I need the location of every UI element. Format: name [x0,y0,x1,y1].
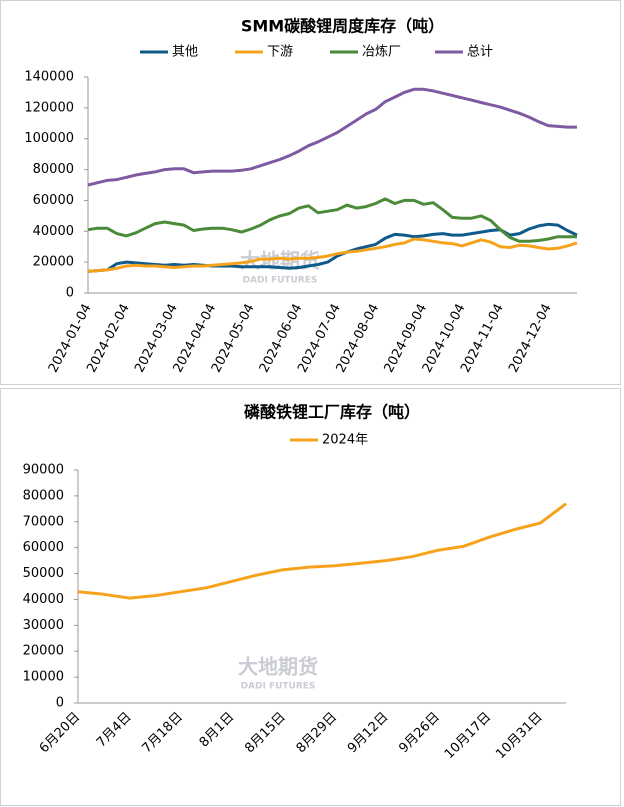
x-tick-label: 2024-12-04 [506,301,555,375]
legend-label: 总计 [467,45,493,60]
watermark: 大地期货 [238,655,318,679]
x-tick-label: 8月15日 [242,710,289,757]
series-line [87,237,578,273]
y-tick-label: 20000 [33,255,74,270]
series-line [77,502,567,600]
x-tick-label: 7月4日 [94,710,135,751]
watermark-sub: DADI FUTURES [241,682,316,692]
y-tick-label: 80000 [33,162,74,177]
x-tick-label: 8月1日 [197,710,238,751]
x-tick-label: 8月29日 [294,710,341,757]
y-tick-label: 50000 [23,566,64,581]
y-tick-label: 30000 [23,618,64,633]
y-tick-label: 40000 [33,224,74,239]
y-tick-label: 10000 [23,670,64,685]
chart-frame [0,388,621,806]
y-tick-label: 70000 [23,514,64,529]
legend-label: 冶炼厂 [362,45,401,60]
y-tick-label: 90000 [23,463,64,478]
legend-label: 2024年 [322,433,368,448]
chart-frame [0,0,621,385]
y-tick-label: 60000 [23,540,64,555]
chart-title: SMM碳酸锂周度库存（吨） [241,17,444,36]
watermark-sub: DADI FUTURES [243,276,318,286]
x-tick-label: 10月17日 [442,710,494,762]
chart-title: 磷酸铁锂工厂库存（吨） [244,403,420,422]
y-tick-label: 100000 [24,131,74,146]
series-line [87,197,577,243]
y-tick-label: 0 [56,696,64,711]
x-tick-label: 7月18日 [139,710,186,757]
y-tick-label: 40000 [23,592,64,607]
x-tick-label: 6月20日 [37,710,84,757]
y-tick-label: 0 [66,286,74,301]
y-tick-label: 120000 [24,100,74,115]
x-tick-label: 9月12日 [345,710,392,757]
series-line [87,87,577,187]
legend-label: 其他 [172,45,198,60]
x-tick-label: 9月26日 [396,710,443,757]
legend-label: 下游 [267,45,293,60]
y-tick-label: 20000 [23,644,64,659]
y-tick-label: 80000 [23,488,64,503]
x-tick-label: 10月31日 [493,710,545,762]
y-tick-label: 140000 [24,70,74,85]
y-tick-label: 60000 [33,193,74,208]
series-line [87,222,578,273]
